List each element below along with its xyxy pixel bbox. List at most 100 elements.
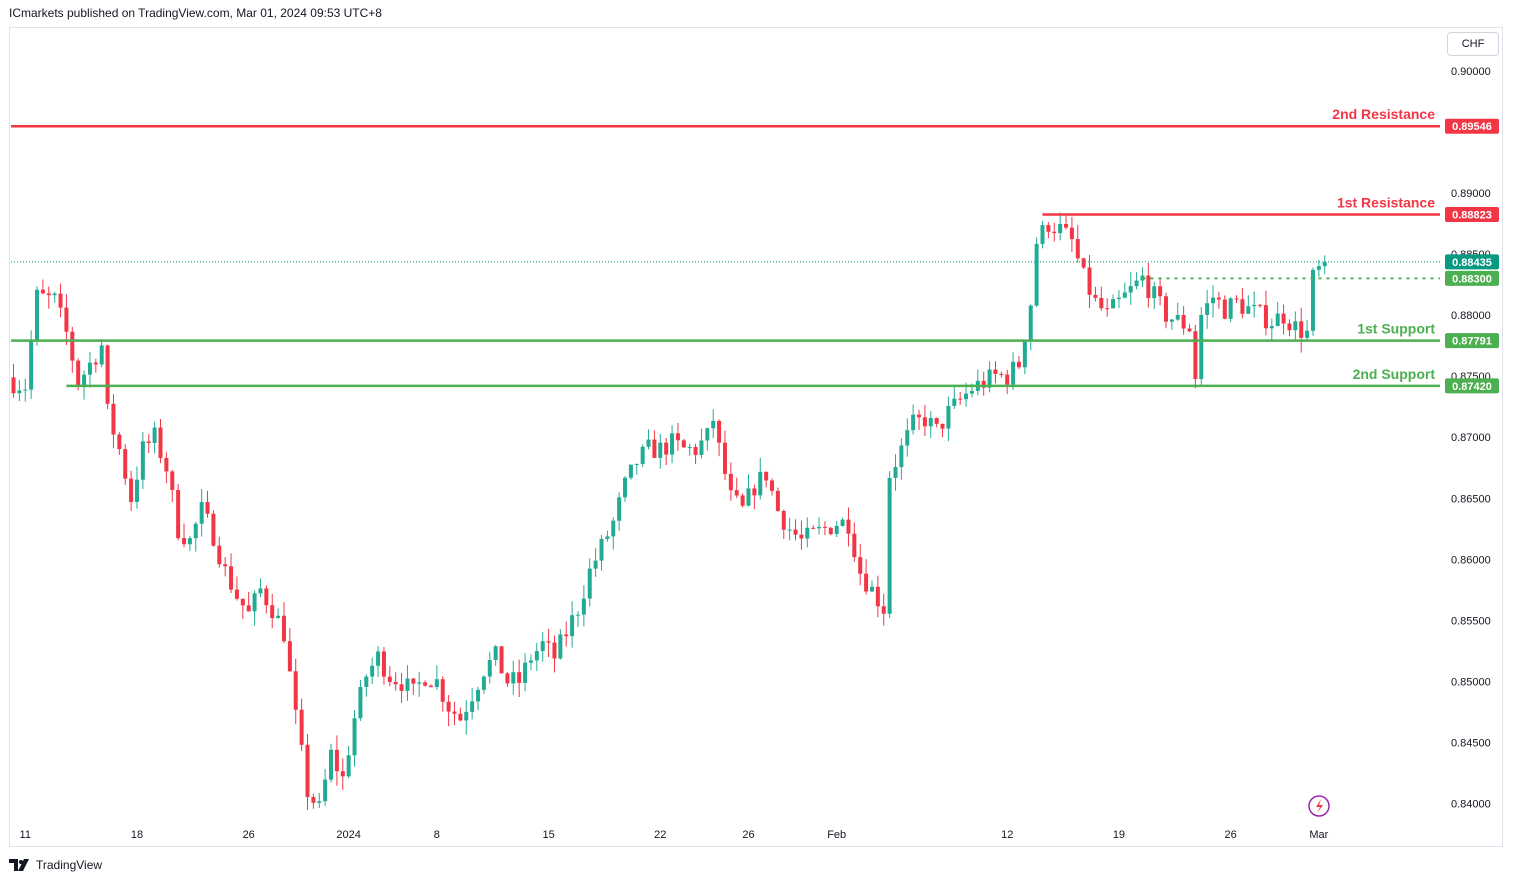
candle-body — [481, 676, 486, 690]
time-axis: 11 18 26 2024 8 15 22 26 Feb 12 19 26 Mar — [20, 829, 1329, 841]
lightning-icon[interactable] — [1308, 795, 1330, 817]
candle-body — [1111, 299, 1116, 309]
time-tick-label: 19 — [1113, 829, 1125, 841]
candle-body — [811, 527, 816, 529]
candle-body — [1169, 319, 1174, 322]
price-tick-label: 0.84500 — [1451, 738, 1491, 750]
candle-body — [399, 684, 404, 691]
candle-body — [370, 665, 375, 677]
candle-body — [634, 463, 639, 465]
candle-body — [1034, 243, 1039, 306]
candle-body — [58, 293, 63, 308]
candle-body — [1158, 286, 1163, 297]
time-tick-label: 11 — [20, 829, 31, 841]
candle-body — [1005, 374, 1010, 385]
candle-body — [822, 526, 827, 528]
candle-body — [70, 331, 75, 361]
candle-body — [1252, 304, 1257, 307]
candle-body — [82, 374, 87, 386]
candle-body — [299, 709, 304, 745]
footer-branding: TradingView — [9, 856, 102, 874]
candle-body — [487, 659, 492, 677]
candle-body — [1093, 294, 1098, 298]
svg-text:0.87420: 0.87420 — [1452, 381, 1492, 393]
candle-body — [617, 497, 622, 521]
candle-body — [1046, 225, 1051, 232]
candle-body — [346, 755, 351, 777]
candle-body — [1122, 292, 1127, 298]
time-tick-label: Mar — [1309, 829, 1328, 841]
candle-body — [623, 477, 628, 498]
time-tick-label: 26 — [243, 829, 255, 841]
candle-body — [52, 293, 57, 296]
candle-body — [928, 418, 933, 427]
candle-body — [646, 439, 651, 447]
currency-selector[interactable]: CHF — [1447, 32, 1499, 56]
1st-support-badge: 0.87791 — [1445, 333, 1499, 349]
candle-body — [858, 557, 863, 574]
candle-body — [182, 538, 187, 545]
price-badges: 0.89546 0.88823 0.87791 0.87420 0.88435 0.883… — [1445, 118, 1499, 394]
candle-body — [670, 433, 675, 455]
candle-body — [46, 293, 51, 296]
candle-body — [922, 417, 927, 427]
candle-body — [864, 573, 869, 592]
candle-body — [964, 393, 969, 400]
candle-body — [681, 440, 686, 448]
candle-body — [476, 689, 481, 702]
candle-body — [1263, 305, 1268, 329]
candle-body — [352, 718, 357, 756]
candle-body — [722, 442, 727, 474]
candle-body — [29, 340, 34, 390]
time-tick-label: 12 — [1001, 829, 1013, 841]
candle-body — [1087, 267, 1092, 295]
candle-body — [758, 471, 763, 496]
candle-body — [193, 523, 198, 539]
candle-body — [781, 510, 786, 530]
price-tick-label: 0.86000 — [1451, 554, 1491, 566]
candle-body — [317, 801, 322, 803]
price-tick-label: 0.86500 — [1451, 493, 1491, 505]
candle-body — [881, 606, 886, 614]
candle-body — [711, 420, 716, 429]
candle-body — [105, 345, 110, 404]
candle-body — [1199, 314, 1204, 380]
candle-body — [358, 686, 363, 719]
candle-body — [470, 701, 475, 712]
candle-body — [434, 679, 439, 688]
2nd-support-badge: 0.87420 — [1445, 378, 1499, 394]
candle-body — [887, 477, 892, 614]
candle-body — [817, 526, 822, 529]
price-tick-label: 0.89000 — [1451, 188, 1491, 200]
candle-body — [1128, 286, 1133, 293]
candle-body — [229, 566, 234, 590]
candle-body — [17, 390, 22, 394]
1st-resistance-badge: 0.88823 — [1445, 207, 1499, 223]
candle-body — [958, 398, 963, 400]
candle-body — [387, 676, 392, 682]
candle-body — [1246, 306, 1251, 314]
candle-body — [329, 749, 334, 780]
candle-body — [152, 427, 157, 443]
candle-body — [628, 464, 633, 478]
candle-body — [740, 495, 745, 506]
candle-body — [640, 446, 645, 464]
candle-body — [787, 529, 792, 531]
candle-body — [1205, 303, 1210, 315]
candle-body — [540, 641, 545, 652]
2nd-support-label: 2nd Support — [1353, 366, 1436, 382]
candle-body — [852, 533, 857, 558]
candle-body — [728, 473, 733, 491]
candle-body — [40, 289, 45, 294]
candle-body — [664, 442, 669, 455]
candle-body — [35, 289, 40, 341]
candle-body — [411, 678, 416, 684]
candle-body — [176, 489, 181, 539]
tradingview-logo-icon — [9, 859, 29, 871]
candle-body — [652, 439, 657, 458]
candle-body — [1146, 275, 1151, 299]
candle-body — [164, 457, 169, 472]
candle-body — [528, 660, 533, 663]
candle-body — [187, 538, 192, 545]
